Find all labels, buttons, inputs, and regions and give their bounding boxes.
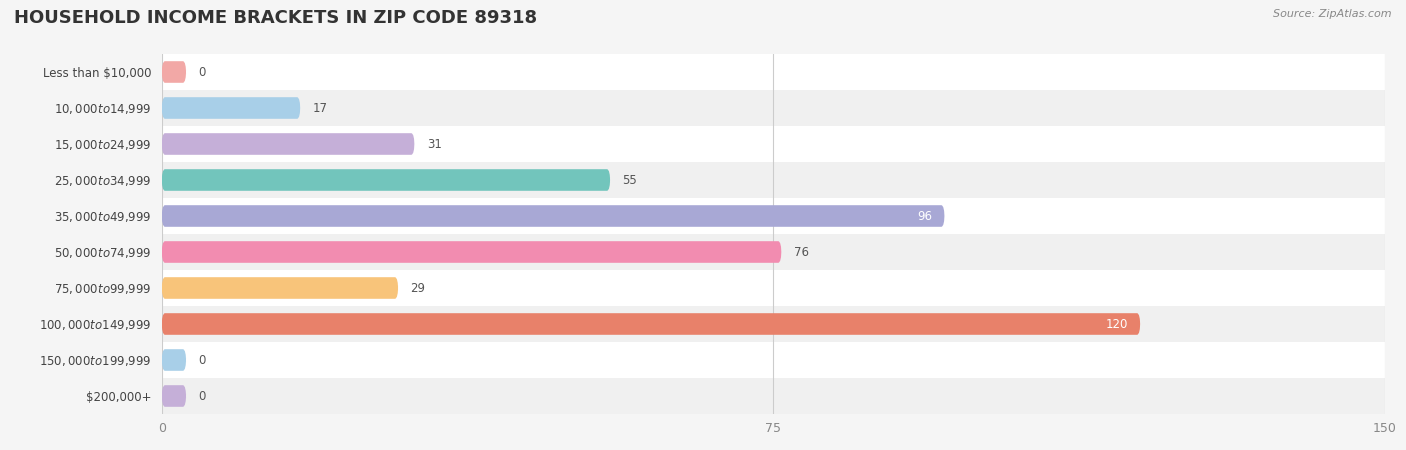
Bar <box>162 342 1385 378</box>
FancyBboxPatch shape <box>162 277 398 299</box>
Bar <box>162 126 1385 162</box>
FancyBboxPatch shape <box>162 61 186 83</box>
FancyBboxPatch shape <box>162 241 782 263</box>
Text: HOUSEHOLD INCOME BRACKETS IN ZIP CODE 89318: HOUSEHOLD INCOME BRACKETS IN ZIP CODE 89… <box>14 9 537 27</box>
Text: 96: 96 <box>917 210 932 222</box>
FancyBboxPatch shape <box>162 97 301 119</box>
Text: 31: 31 <box>427 138 441 150</box>
Bar <box>162 54 1385 90</box>
FancyBboxPatch shape <box>162 169 610 191</box>
Text: 76: 76 <box>793 246 808 258</box>
FancyBboxPatch shape <box>162 349 186 371</box>
Text: 120: 120 <box>1105 318 1128 330</box>
Text: 17: 17 <box>312 102 328 114</box>
Bar <box>162 306 1385 342</box>
Text: 0: 0 <box>198 354 205 366</box>
Bar <box>162 234 1385 270</box>
FancyBboxPatch shape <box>162 133 415 155</box>
Text: Source: ZipAtlas.com: Source: ZipAtlas.com <box>1274 9 1392 19</box>
Bar <box>162 162 1385 198</box>
FancyBboxPatch shape <box>162 313 1140 335</box>
FancyBboxPatch shape <box>162 205 945 227</box>
Bar <box>162 270 1385 306</box>
Text: 55: 55 <box>623 174 637 186</box>
FancyBboxPatch shape <box>162 385 186 407</box>
Text: 29: 29 <box>411 282 426 294</box>
Text: 0: 0 <box>198 66 205 78</box>
Bar <box>162 378 1385 414</box>
Bar <box>162 198 1385 234</box>
Bar <box>162 90 1385 126</box>
Text: 0: 0 <box>198 390 205 402</box>
